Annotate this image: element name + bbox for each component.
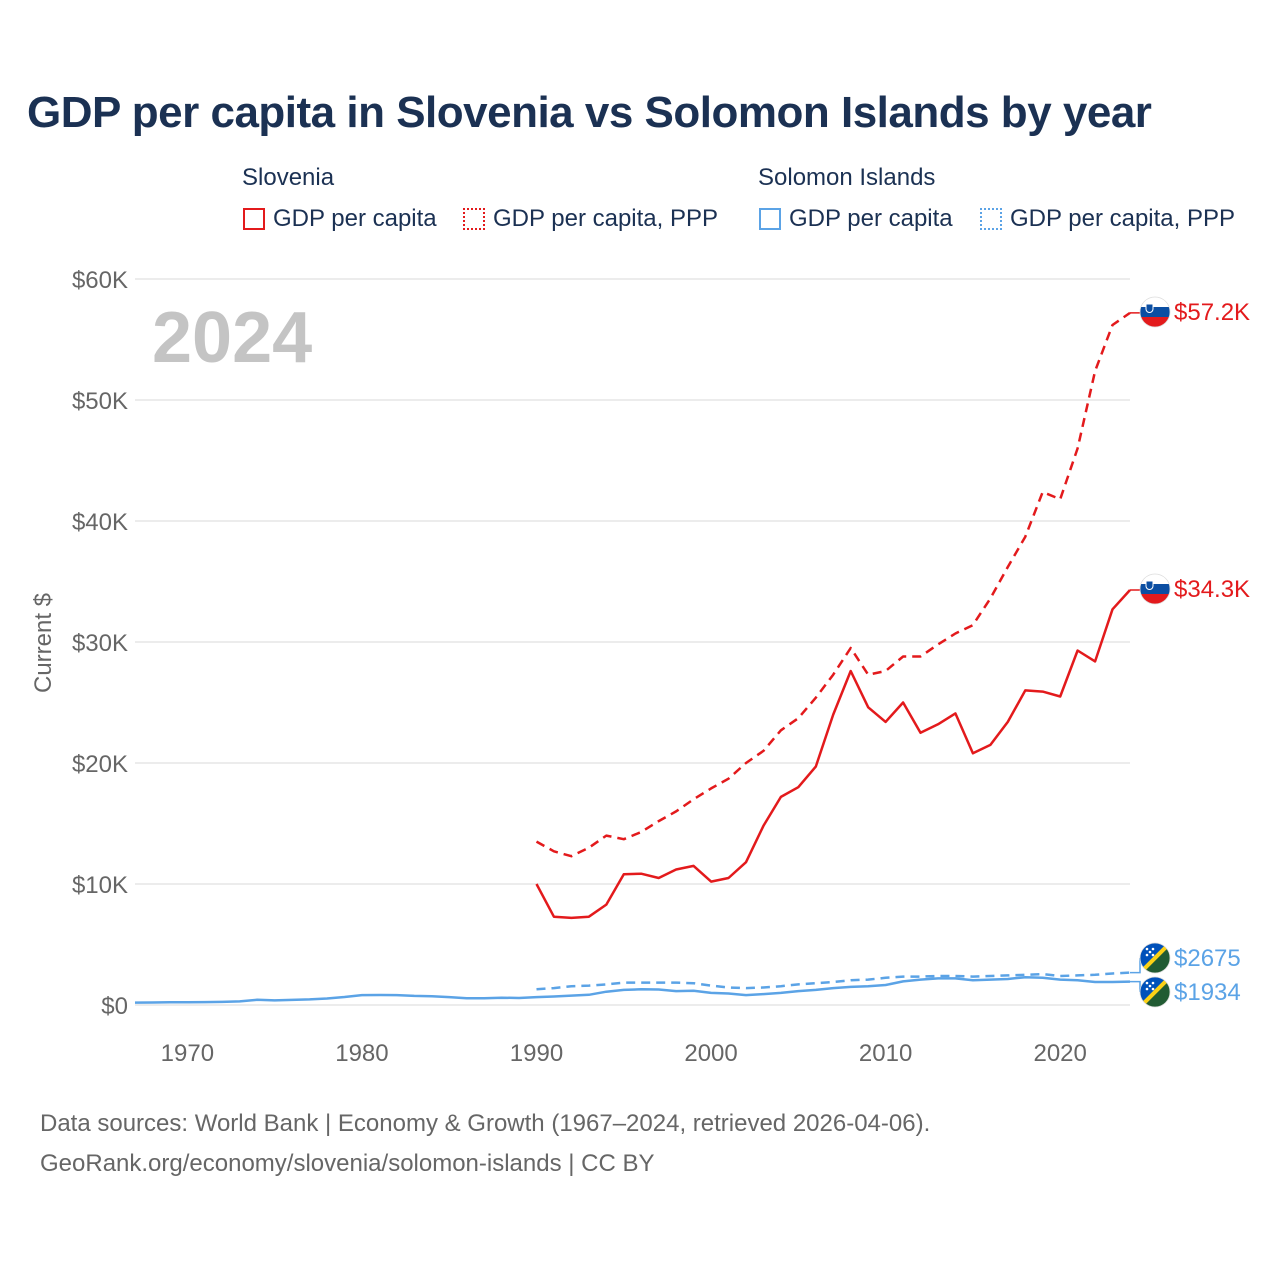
x-tick-label: 2010 xyxy=(859,1040,912,1067)
legend-group-solomon: Solomon Islands xyxy=(758,164,936,191)
legend-swatch-dotted-red xyxy=(463,208,485,230)
end-connector xyxy=(1130,980,1141,992)
slovenia-flag-icon xyxy=(1139,296,1171,328)
end-connector xyxy=(1130,312,1141,314)
end-value-label: $34.3K xyxy=(1174,576,1250,603)
footer-sources: Data sources: World Bank | Economy & Gro… xyxy=(40,1110,931,1137)
series-line[interactable] xyxy=(134,975,1131,1004)
y-tick-label: $10K xyxy=(72,872,128,899)
legend-item-solomon-gdp[interactable]: GDP per capita xyxy=(759,205,953,233)
legend-label: GDP per capita, PPP xyxy=(1010,205,1235,232)
legend-label: GDP per capita xyxy=(273,205,437,232)
chart-title: GDP per capita in Slovenia vs Solomon Is… xyxy=(27,88,1152,137)
y-tick-label: $0 xyxy=(101,993,128,1020)
end-value-label: $2675 xyxy=(1174,945,1241,972)
y-tick-label: $20K xyxy=(72,751,128,778)
y-tick-label: $40K xyxy=(72,509,128,536)
legend-group-slovenia: Slovenia xyxy=(242,164,335,191)
y-tick-label: $50K xyxy=(72,388,128,415)
x-tick-label: 1990 xyxy=(510,1040,563,1067)
end-connector xyxy=(1130,958,1141,974)
legend-swatch-dotted-blue xyxy=(980,208,1002,230)
end-value-label: $57.2K xyxy=(1174,299,1250,326)
x-tick-label: 2020 xyxy=(1033,1040,1086,1067)
series-line[interactable] xyxy=(535,589,1131,920)
y-tick-label: $60K xyxy=(72,267,128,294)
series-line[interactable] xyxy=(535,311,1131,858)
y-tick-label: $30K xyxy=(72,630,128,657)
footer-url[interactable]: GeoRank.org/economy/slovenia/solomon-isl… xyxy=(40,1150,655,1177)
x-tick-label: 2000 xyxy=(684,1040,737,1067)
solomon-islands-flag-icon xyxy=(1139,976,1171,1008)
legend-item-solomon-ppp[interactable]: GDP per capita, PPP xyxy=(980,205,1235,233)
x-tick-label: 1970 xyxy=(161,1040,214,1067)
slovenia-flag-icon xyxy=(1139,573,1171,605)
legend-item-slovenia-gdp[interactable]: GDP per capita xyxy=(243,205,437,233)
legend-item-slovenia-ppp[interactable]: GDP per capita, PPP xyxy=(463,205,718,233)
x-tick-label: 1980 xyxy=(335,1040,388,1067)
legend-swatch-solid-blue xyxy=(759,208,781,230)
year-label: 2024 xyxy=(152,298,312,378)
end-connector xyxy=(1130,589,1141,591)
legend-label: GDP per capita, PPP xyxy=(493,205,718,232)
y-axis-label: Current $ xyxy=(30,593,57,693)
line-chart: 2024 Current $ $0 $10K $20K $30K $40K $50K $60… xyxy=(30,267,1250,1067)
series-line[interactable] xyxy=(536,971,1131,991)
end-value-label: $1934 xyxy=(1174,979,1241,1006)
legend-swatch-solid-red xyxy=(243,208,265,230)
solomon-islands-flag-icon xyxy=(1139,942,1171,974)
legend-label: GDP per capita xyxy=(789,205,953,232)
